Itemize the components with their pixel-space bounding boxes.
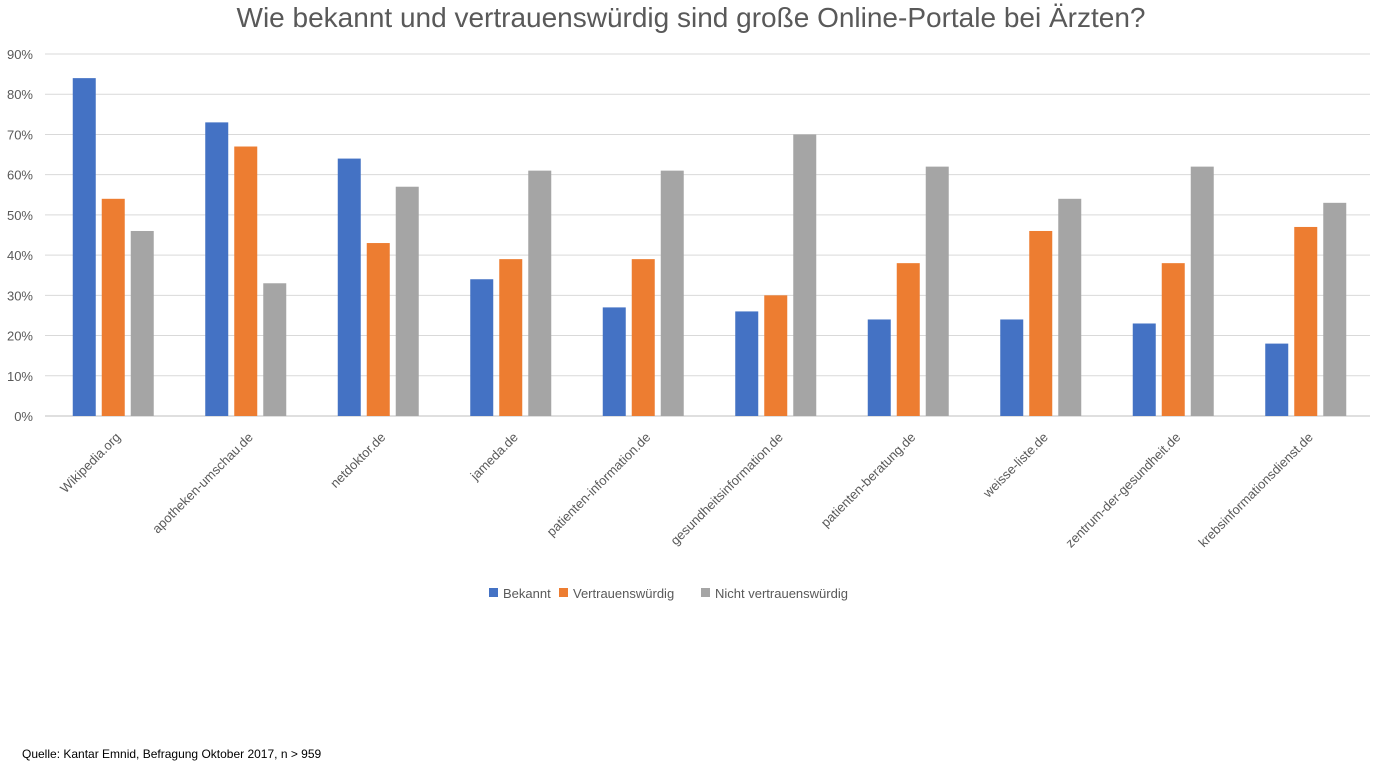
x-tick-label: Wikipedia.org (57, 430, 123, 496)
bar-bekannt (337, 158, 361, 417)
bar-bekannt (1132, 323, 1156, 416)
chart-title: Wie bekannt und vertrauenswürdig sind gr… (237, 2, 1146, 33)
bar-nicht-vertrauenswürdig (1190, 166, 1214, 416)
bar-bekannt (602, 307, 626, 416)
bar-nicht-vertrauenswürdig (925, 166, 949, 416)
bar-bekannt (1000, 319, 1024, 416)
y-tick-label: 20% (7, 329, 33, 344)
bar-vertrauenswürdig (101, 198, 125, 416)
x-tick-label: weisse-liste.de (979, 430, 1051, 502)
bar-nicht-vertrauenswürdig (793, 134, 817, 416)
bar-vertrauenswürdig (896, 263, 920, 416)
y-tick-label: 0% (14, 409, 33, 424)
bar-vertrauenswürdig (499, 259, 523, 416)
x-tick-label: zentrum-der-gesundheit.de (1062, 430, 1183, 551)
x-tick-label: netdoktor.de (327, 430, 388, 491)
legend: Bekannt Vertrauenswürdig Nicht vertrauensw… (489, 586, 848, 601)
x-tick-label: apotheken-umschau.de (149, 430, 256, 537)
bar-nicht-vertrauenswürdig (130, 230, 154, 416)
bar-nicht-vertrauenswürdig (1058, 198, 1082, 416)
y-tick-label: 80% (7, 87, 33, 102)
y-tick-label: 10% (7, 369, 33, 384)
legend-label: Vertrauenswürdig (573, 586, 674, 601)
bar-vertrauenswürdig (1294, 226, 1318, 416)
legend-swatch (489, 588, 498, 597)
y-tick-label: 40% (7, 248, 33, 263)
bar-bekannt (867, 319, 891, 416)
bar-nicht-vertrauenswürdig (395, 186, 419, 416)
bar-vertrauenswürdig (1029, 230, 1053, 416)
bar-vertrauenswürdig (234, 146, 258, 416)
bar-vertrauenswürdig (631, 259, 655, 416)
legend-swatch (559, 588, 568, 597)
y-tick-label: 30% (7, 288, 33, 303)
bar-bekannt (470, 279, 494, 416)
x-tick-label: patienten-beratung.de (818, 430, 919, 531)
bar-vertrauenswürdig (366, 243, 390, 416)
bar-nicht-vertrauenswürdig (1323, 202, 1347, 416)
x-tick-label: gesundheitsinformation.de (667, 430, 785, 548)
legend-swatch (701, 588, 710, 597)
x-axis-ticks: Wikipedia.org apotheken-umschau.de netdokt… (57, 430, 1316, 551)
x-tick-label: patienten-information.de (544, 430, 654, 540)
x-tick-label: krebsinformationsdienst.de (1195, 430, 1315, 550)
legend-label: Nicht vertrauenswürdig (715, 586, 848, 601)
legend-label: Bekannt (503, 586, 551, 601)
bar-bekannt (205, 122, 229, 416)
source-note: Quelle: Kantar Emnid, Befragung Oktober … (22, 747, 322, 761)
bar-bekannt (735, 311, 759, 416)
bars (72, 78, 1347, 417)
y-axis-ticks: 0% 10% 20% 30% 40% 50% 60% 70% 80% 90% (7, 47, 33, 424)
y-tick-label: 50% (7, 208, 33, 223)
bar-vertrauenswürdig (764, 295, 788, 416)
bar-nicht-vertrauenswürdig (263, 283, 287, 416)
bar-bekannt (1265, 343, 1289, 416)
y-tick-label: 70% (7, 127, 33, 142)
bar-bekannt (72, 78, 96, 416)
bar-vertrauenswürdig (1161, 263, 1185, 416)
x-tick-label: jameda.de (467, 430, 521, 484)
bar-nicht-vertrauenswürdig (528, 170, 552, 416)
bar-nicht-vertrauenswürdig (660, 170, 684, 416)
y-tick-label: 60% (7, 168, 33, 183)
y-tick-label: 90% (7, 47, 33, 62)
